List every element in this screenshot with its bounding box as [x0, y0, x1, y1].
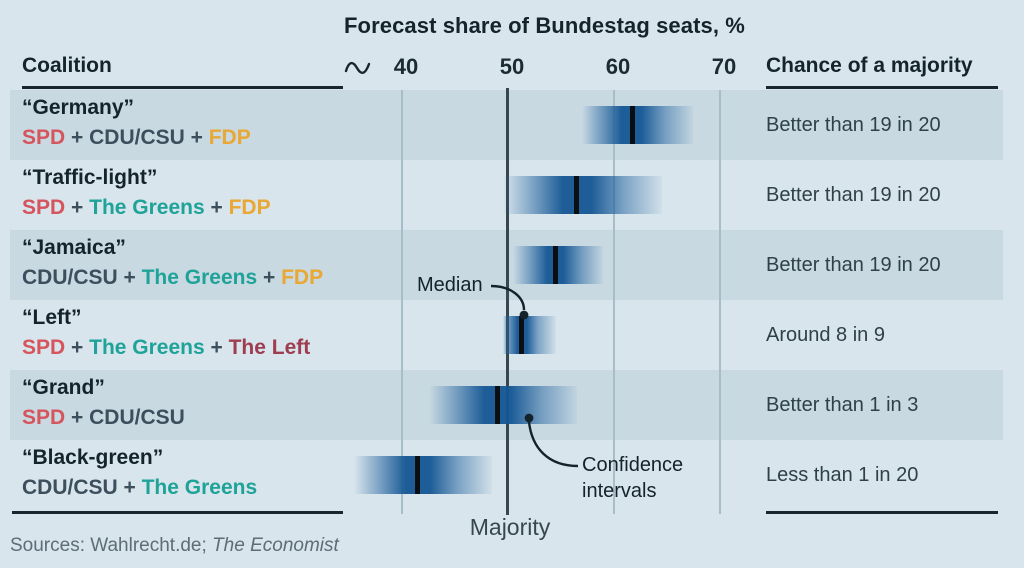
coalition-name: “Black-green” [22, 446, 164, 469]
coalition-name: “Grand” [22, 376, 105, 399]
confidence-interval-bar [502, 176, 662, 214]
plus-separator: + [184, 126, 209, 149]
coalition-name: “Jamaica” [22, 236, 126, 259]
party-label: The Greens [89, 336, 205, 359]
party-label: CDU/CSU [22, 266, 118, 289]
source-line: Sources: Wahlrecht.de; The Economist [10, 535, 339, 557]
footer-rule-right [766, 511, 998, 514]
confidence-interval-bar [582, 106, 694, 144]
confidence-interval-bar [354, 456, 493, 494]
coalition-name: “Left” [22, 306, 82, 329]
plus-separator: + [117, 476, 142, 499]
median-line [629, 106, 635, 144]
plus-separator: + [65, 336, 90, 359]
header-rule-left [22, 86, 343, 89]
coalition-parties: SPD + The Greens + The Left [22, 336, 310, 360]
plus-separator: + [65, 126, 90, 149]
party-label: The Greens [89, 196, 205, 219]
plus-separator: + [65, 406, 90, 429]
median-line [553, 246, 559, 284]
party-label: CDU/CSU [22, 476, 118, 499]
chance-of-majority-value: Better than 19 in 20 [766, 184, 941, 206]
party-label: SPD [22, 196, 66, 219]
axis-tick-60: 60 [605, 54, 631, 79]
party-label: CDU/CSU [89, 406, 185, 429]
party-label: SPD [22, 126, 66, 149]
coalition-column-header: Coalition [22, 54, 112, 77]
source-publication: The Economist [212, 535, 339, 556]
confidence-interval-bar [513, 246, 604, 284]
coalition-name: “Traffic-light” [22, 166, 158, 189]
party-label: The Greens [141, 266, 258, 289]
party-label: FDP [228, 196, 271, 219]
chance-of-majority-value: Better than 1 in 3 [766, 394, 919, 416]
axis-tick-40: 40 [393, 54, 419, 79]
majority-axis-label: Majority [469, 514, 551, 540]
footer-rule-left [12, 511, 343, 514]
gridline-40 [401, 90, 403, 514]
majority-line [506, 88, 509, 515]
party-label: FDP [281, 266, 324, 289]
confidence-interval-bar [428, 386, 577, 424]
coalition-name: “Germany” [22, 96, 135, 119]
plus-separator: + [117, 266, 142, 289]
coalition-parties: SPD + The Greens + FDP [22, 196, 271, 220]
party-label: SPD [22, 336, 66, 359]
median-line [494, 386, 500, 424]
chance-of-majority-value: Better than 19 in 20 [766, 114, 941, 136]
chance-of-majority-value: Less than 1 in 20 [766, 464, 919, 486]
party-label: SPD [22, 406, 66, 429]
chance-of-majority-value: Around 8 in 9 [766, 324, 885, 346]
confidence-interval-bar [502, 316, 556, 354]
coalition-parties: CDU/CSU + The Greens [22, 476, 257, 500]
axis-tick-50: 50 [499, 54, 525, 79]
gridline-70 [719, 90, 721, 514]
party-label: The Greens [141, 476, 258, 499]
median-line [519, 316, 525, 354]
chart-title: Forecast share of Bundestag seats, % [344, 13, 745, 38]
chance-column-header: Chance of a majority [766, 54, 973, 77]
party-label: FDP [208, 126, 251, 149]
confidence-annotation-line1: Confidence [582, 454, 684, 476]
header-rule-right [766, 86, 998, 89]
coalition-parties: SPD + CDU/CSU [22, 406, 185, 430]
confidence-annotation-line2: intervals [582, 480, 657, 502]
axis-tick-70: 70 [711, 54, 737, 79]
plus-separator: + [204, 196, 229, 219]
coalition-parties: SPD + CDU/CSU + FDP [22, 126, 251, 150]
plus-separator: + [65, 196, 90, 219]
axis-break-icon [344, 61, 371, 74]
median-line [415, 456, 421, 494]
plus-separator: + [257, 266, 282, 289]
chance-of-majority-value: Better than 19 in 20 [766, 254, 941, 276]
median-line [574, 176, 580, 214]
source-prefix: Sources: Wahlrecht.de; [10, 535, 213, 556]
party-label: The Left [228, 336, 311, 359]
party-label: CDU/CSU [89, 126, 185, 149]
coalition-parties: CDU/CSU + The Greens + FDP [22, 266, 323, 290]
confidence-annotation-label: Confidence intervals [582, 452, 683, 504]
median-annotation-label: Median [417, 274, 483, 296]
plus-separator: + [204, 336, 229, 359]
gridline-60 [613, 90, 615, 514]
